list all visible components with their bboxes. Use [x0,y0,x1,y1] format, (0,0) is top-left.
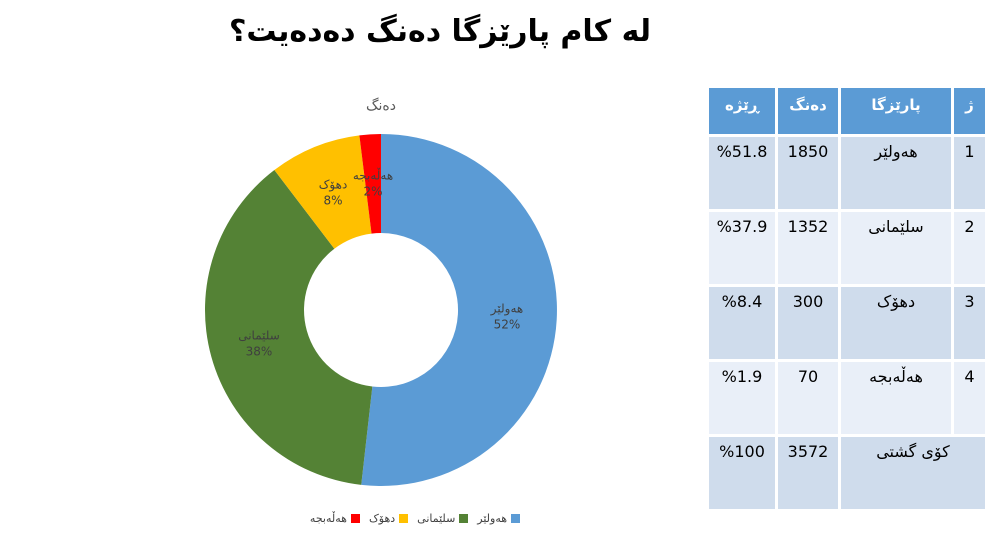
table-header-row: ژ پارێزگا دەنگ ڕێژە [709,88,985,134]
legend-swatch-icon [459,513,469,523]
slice-label-3: هەڵەبجە 2% [353,168,393,199]
cell-province: هەڵەبجە [841,362,951,434]
cell-no: 4 [954,362,985,434]
slice-label-0: هەولێر 52% [491,301,523,332]
cell-votes: 1850 [778,137,838,209]
legend-swatch-icon [399,513,409,523]
legend-item-1: دهۆک [368,511,409,525]
cell-percent: %1.9 [709,362,775,434]
table-body: 1 هەولێر 1850 %51.8 2 سلێمانی 1352 %37.9 3 دهۆک 30… [709,137,985,509]
donut-slice-3 [359,134,381,234]
legend-item-0: هەڵەبجە [310,512,360,525]
legend-item-2: سلێمانی [417,511,469,525]
legend-label: هەڵەبجە [309,511,347,525]
cell-total-votes: 3572 [778,437,838,509]
results-table: ژ پارێزگا دەنگ ڕێژە 1 هەولێر 1850 %51.8 2 سلێ… [706,85,988,512]
header-cell-votes: دەنگ [778,88,838,134]
donut-chart: هەولێر 52% سلێمانی 38% دهۆک 8% هەڵەبجە 2% [191,120,571,500]
cell-votes: 300 [778,287,838,359]
table-row: 4 هەڵەبجە 70 %1.9 [709,362,985,434]
slice-label-percent: 52% [493,317,521,331]
cell-province: هەولێر [841,137,951,209]
slice-label-percent: 38% [245,344,273,358]
donut-chart-svg [204,134,557,486]
cell-no: 2 [954,212,985,284]
cell-province: دهۆک [841,287,951,359]
legend-item-3: هەولێر [477,511,521,525]
legend-swatch-icon [350,513,360,523]
total-row: کۆی گشتی 3572 %100 [709,437,985,509]
donut-slice-0 [361,134,557,486]
slice-label-percent: 2% [363,184,383,198]
cell-no: 3 [954,287,985,359]
donut-slice-2 [274,135,372,249]
chart-legend: هەڵەبجە دهۆک سلێمانی هەولێر [250,510,580,526]
cell-votes: 1352 [778,212,838,284]
slice-label-1: سلێمانی 38% [238,328,280,359]
slice-label-2: دهۆک 8% [319,177,348,208]
cell-votes: 70 [778,362,838,434]
legend-label: دهۆک [368,511,396,525]
header-cell-no: ژ [954,88,985,134]
header-cell-percent: ڕێژە [709,88,775,134]
slice-label-name: سلێمانی [238,328,280,343]
table-row: 2 سلێمانی 1352 %37.9 [709,212,985,284]
slice-label-name: هەولێر [490,301,524,316]
header-cell-province: پارێزگا [841,88,951,134]
slice-label-name: هەڵەبجە [352,168,394,183]
cell-province: سلێمانی [841,212,951,284]
legend-label: سلێمانی [417,511,456,525]
cell-percent: %37.9 [709,212,775,284]
legend-swatch-icon [511,513,521,523]
page-title: لە کام پارێزگا دەنگ دەدەیت؟ [228,14,652,49]
legend-label: هەولێر [477,511,508,525]
cell-total-percent: %100 [709,437,775,509]
cell-percent: %8.4 [709,287,775,359]
cell-no: 1 [954,137,985,209]
slice-label-percent: 8% [323,193,343,207]
cell-percent: %51.8 [709,137,775,209]
table-row: 3 دهۆک 300 %8.4 [709,287,985,359]
slice-label-name: دهۆک [318,177,348,192]
table-row: 1 هەولێر 1850 %51.8 [709,137,985,209]
chart-title: دەنگ [366,98,396,114]
donut-slice-1 [204,169,373,485]
cell-total-label: کۆی گشتی [841,437,985,509]
